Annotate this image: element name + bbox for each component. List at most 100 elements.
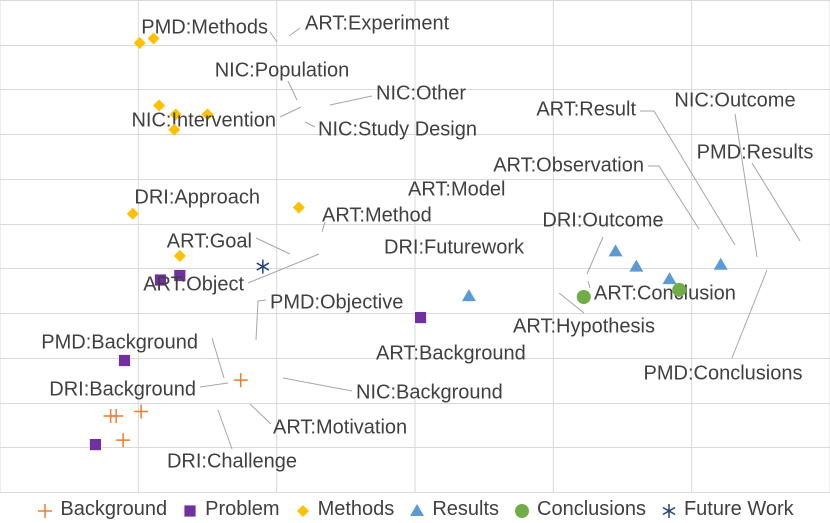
circle-marker-icon xyxy=(515,503,530,518)
series-methods: PMD:Methods ART:Experiment NIC:Population N… xyxy=(126,12,505,262)
point-art-hypothesis xyxy=(414,311,427,324)
series-background: ART:Background NIC:Background PMD:Backgrou… xyxy=(41,331,526,448)
leader-line-art-object xyxy=(247,253,320,284)
data-label-art-motivation: ART:Motivation xyxy=(273,416,407,438)
leader-line-pmd-background xyxy=(211,337,225,379)
leader-line-dri-outcome xyxy=(586,236,604,275)
leader-line-pmd-results xyxy=(751,162,801,242)
data-label-dri-futurework: DRI:Futurework xyxy=(384,236,525,258)
plus-marker-icon xyxy=(38,503,53,518)
data-label-nic-population: NIC:Population xyxy=(215,59,350,81)
data-label-art-method: ART:Method xyxy=(322,204,432,226)
series-conclusions: ART:Conclusion PMD:Conclusions xyxy=(576,282,803,384)
diamond-marker-icon xyxy=(296,504,309,517)
point-pmd-objective xyxy=(118,354,131,367)
point-art-goal xyxy=(154,273,167,287)
point-pmd-conclusions xyxy=(672,282,687,297)
data-label-pmd-conclusions: PMD:Conclusions xyxy=(644,362,803,384)
data-label-art-background: ART:Background xyxy=(376,342,526,364)
legend-marker-future-work xyxy=(662,503,676,518)
data-label-dri-background: DRI:Background xyxy=(49,378,196,400)
point-dri-challenge xyxy=(89,438,102,451)
point-art-model xyxy=(292,201,305,214)
point-nic-outcome xyxy=(662,272,677,285)
leader-line-nic-intervention xyxy=(279,106,302,118)
data-label-art-experiment: ART:Experiment xyxy=(305,12,450,34)
data-label-dri-challenge: DRI:Challenge xyxy=(167,450,297,472)
point-pmd-methods xyxy=(133,36,146,49)
point-dri-outcome xyxy=(461,289,476,302)
series-problem: ART:Goal ART:Object PMD:Objective DRI:Chall… xyxy=(89,230,655,472)
leader-line-art-conclusion xyxy=(587,280,591,289)
scatter-plot: ART:Background NIC:Background PMD:Backgrou… xyxy=(0,0,830,493)
leader-line-art-experiment xyxy=(288,27,301,37)
leader-line-dri-background xyxy=(199,382,229,388)
data-label-pmd-objective: PMD:Objective xyxy=(270,291,403,313)
point-nic-population xyxy=(153,99,166,112)
data-label-nic-background: NIC:Background xyxy=(356,381,503,403)
data-label-dri-approach: DRI:Approach xyxy=(134,186,260,208)
legend-marker-conclusions xyxy=(515,503,530,518)
leader-line-art-hypothesis xyxy=(558,292,585,314)
point-art-method xyxy=(173,249,186,262)
leader-line-nic-outcome xyxy=(734,113,758,258)
leader-line-art-motivation xyxy=(249,403,272,425)
legend-label: Results xyxy=(432,498,500,520)
legend-marker-problem xyxy=(183,504,197,517)
point-pmd-results xyxy=(713,257,728,270)
leader-line-art-result xyxy=(640,110,736,246)
leader-lines xyxy=(199,27,801,450)
leader-line-nic-background xyxy=(282,377,353,392)
point-art-result xyxy=(629,259,644,272)
leader-line-dri-challenge xyxy=(217,409,233,450)
legend-label: Problem xyxy=(205,498,280,520)
legend-item-conclusions: Conclusions xyxy=(513,498,646,521)
point-dri-futurework xyxy=(256,259,270,274)
square-marker-icon xyxy=(183,504,197,517)
leader-line-nic-population xyxy=(287,80,298,101)
data-label-art-model: ART:Model xyxy=(408,178,505,200)
leader-line-nic-other xyxy=(329,95,373,106)
gridlines xyxy=(0,0,830,493)
data-label-pmd-methods: PMD:Methods xyxy=(141,16,268,38)
data-label-nic-other: NIC:Other xyxy=(376,82,466,104)
data-label-art-goal: ART:Goal xyxy=(167,230,252,252)
legend-item-problem: Problem xyxy=(181,498,280,521)
legend-marker-background xyxy=(38,503,53,518)
data-label-art-observation: ART:Observation xyxy=(493,154,644,176)
triangle-marker-icon xyxy=(410,503,425,516)
legend: Background Problem Methods Results Conclusio… xyxy=(0,496,830,523)
legend-label: Methods xyxy=(317,498,395,520)
data-label-nic-study-design: NIC:Study Design xyxy=(318,118,477,140)
legend-marker-results xyxy=(410,503,425,516)
point-art-object xyxy=(173,269,187,282)
leader-line-pmd-methods xyxy=(269,31,278,43)
point-dri-approach xyxy=(126,207,139,220)
point-art-background xyxy=(233,373,248,388)
leader-line-art-goal xyxy=(255,237,291,255)
data-label-art-object: ART:Object xyxy=(143,273,244,295)
leader-line-art-observation xyxy=(648,165,700,230)
point-nic-other xyxy=(201,108,214,121)
legend-label: Background xyxy=(60,498,168,520)
leader-line-pmd-objective xyxy=(255,299,267,341)
legend-item-methods: Methods xyxy=(294,498,395,521)
data-label-pmd-results: PMD:Results xyxy=(697,141,814,163)
series-results: ART:Result NIC:Outcome PMD:Results ART:Obse… xyxy=(461,89,814,302)
point-nic-background xyxy=(134,404,149,419)
series-future-work: DRI:Futurework xyxy=(256,236,525,274)
data-label-nic-outcome: NIC:Outcome xyxy=(674,89,795,111)
point-art-observation xyxy=(608,244,623,257)
legend-label: Future Work xyxy=(683,498,794,520)
data-label-art-hypothesis: ART:Hypothesis xyxy=(513,315,655,337)
leader-line-nic-study-design xyxy=(304,121,316,128)
point-nic-intervention xyxy=(169,108,182,121)
data-label-pmd-background: PMD:Background xyxy=(41,331,198,353)
data-label-nic-intervention: NIC:Intervention xyxy=(131,109,276,131)
point-dri-background xyxy=(103,408,118,423)
legend-marker-methods xyxy=(296,504,309,517)
legend-item-results: Results xyxy=(408,498,499,521)
legend-item-background: Background xyxy=(36,498,167,521)
data-label-dri-outcome: DRI:Outcome xyxy=(542,209,663,231)
point-art-motivation xyxy=(116,433,131,448)
